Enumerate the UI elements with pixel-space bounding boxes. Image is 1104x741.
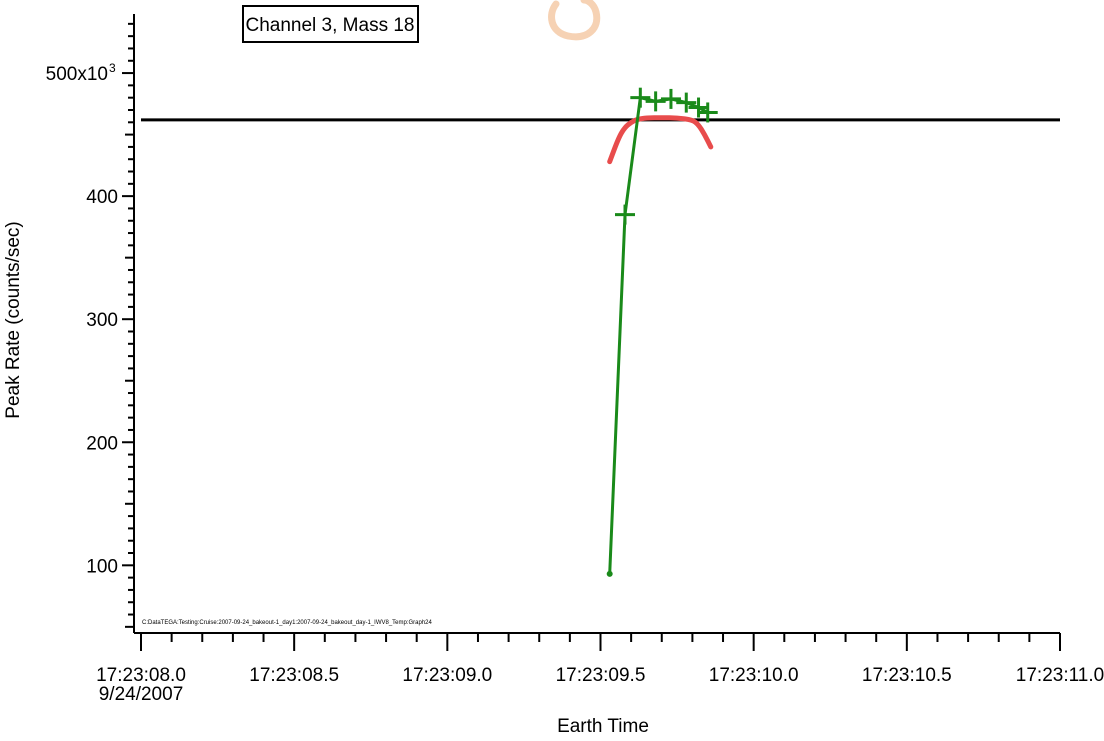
- y-axis-title: Peak Rate (counts/sec): [3, 221, 24, 418]
- x-axis-title: Earth Time: [557, 716, 649, 737]
- data-point-marker: [697, 102, 718, 123]
- chart-title-box: Channel 3, Mass 18: [242, 5, 419, 43]
- data-point-marker: [606, 570, 613, 577]
- watermark-logo: [548, 0, 601, 41]
- data-point-marker: [688, 97, 709, 118]
- y-tick-label: 500x10: [46, 64, 108, 85]
- y-axis-ticks: 100 200 300 400 500x10 3: [46, 22, 134, 628]
- x-axis-ticks: 17:23:08.0 17:23:08.5 17:23:09.0 17:23:09.5…: [96, 633, 1104, 686]
- y-tick-label: 100: [86, 556, 118, 577]
- data-point-marker: [645, 91, 666, 112]
- data-point-marker: [630, 87, 651, 108]
- plot-area: [141, 87, 1060, 577]
- x-tick-label: 17:23:08.5: [249, 665, 339, 686]
- x-tick-label: 17:23:08.0: [96, 665, 186, 686]
- y-tick-label: 200: [86, 433, 118, 454]
- data-point-marker: [660, 88, 681, 109]
- y-tick-label: 300: [86, 310, 118, 331]
- x-axis-date-label: 9/24/2007: [99, 684, 184, 705]
- y-tick-exponent: 3: [109, 61, 116, 75]
- data-point-marker: [615, 204, 636, 225]
- chart-title: Channel 3, Mass 18: [246, 15, 415, 36]
- series-1-line: [607, 115, 714, 165]
- x-tick-label: 17:23:09.0: [402, 665, 492, 686]
- x-tick-label: 17:23:09.5: [556, 665, 646, 686]
- x-tick-label: 17:23:10.0: [709, 665, 799, 686]
- x-tick-label: 17:23:11.0: [1016, 665, 1104, 686]
- y-tick-label: 400: [86, 187, 118, 208]
- file-path-note: C:DataTEGA:Testing:Cruise:2007-09-24_bak…: [142, 620, 433, 626]
- series-2-line: [608, 95, 709, 574]
- x-tick-label: 17:23:10.5: [862, 665, 952, 686]
- data-point-marker: [676, 92, 697, 113]
